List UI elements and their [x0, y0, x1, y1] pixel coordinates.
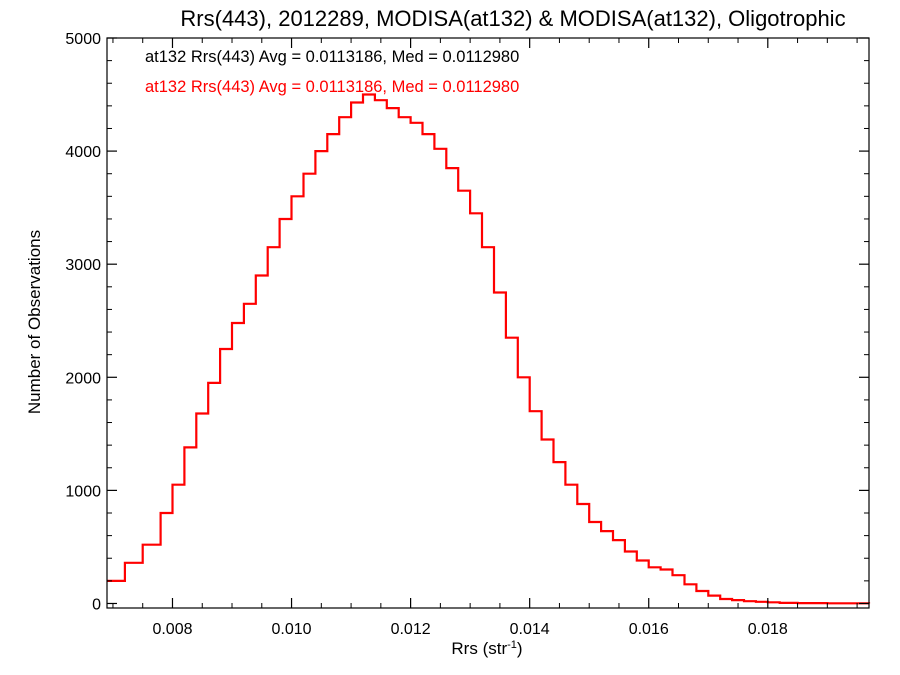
x-axis-label-main: Rrs (str [451, 639, 507, 658]
y-axis-ticks: 0 1000 2000 3000 4000 5000 [65, 31, 869, 613]
y-tick-label: 2000 [65, 370, 101, 387]
y-tick-label: 0 [92, 596, 101, 613]
y-tick-label: 4000 [65, 144, 101, 161]
x-axis-label-close: ) [517, 639, 523, 658]
x-tick-label: 0.008 [152, 621, 192, 638]
series-histogram-line [107, 93, 871, 605]
x-axis-label: Rrs (str-1) [451, 639, 522, 658]
annotation-black: at132 Rrs(443) Avg = 0.0113186, Med = 0.… [145, 48, 519, 66]
plot-frame [106, 37, 870, 609]
x-tick-label: 0.018 [748, 621, 788, 638]
annotation-red: at132 Rrs(443) Avg = 0.0113186, Med = 0.… [145, 78, 519, 96]
x-axis-label-sup: -1 [507, 639, 517, 651]
y-tick-label: 5000 [65, 31, 101, 48]
x-tick-label: 0.010 [272, 621, 312, 638]
plot-area [107, 93, 871, 605]
x-tick-label: 0.014 [510, 621, 550, 638]
y-tick-label: 1000 [65, 483, 101, 500]
x-axis-ticks: 0.008 0.010 0.012 0.014 0.016 0.018 [112, 38, 858, 638]
x-tick-label: 0.016 [629, 621, 669, 638]
x-tick-label: 0.012 [391, 621, 431, 638]
y-tick-label: 3000 [65, 257, 101, 274]
y-axis-label: Number of Observations [25, 230, 44, 414]
chart-title: Rrs(443), 2012289, MODISA(at132) & MODIS… [180, 6, 845, 31]
